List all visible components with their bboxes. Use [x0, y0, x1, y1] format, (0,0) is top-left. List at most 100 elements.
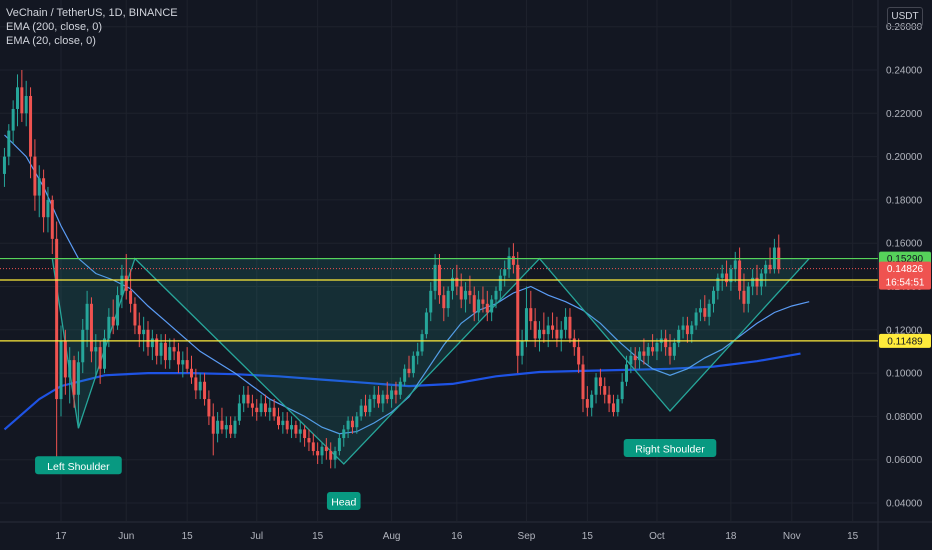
- candle-body: [137, 325, 141, 335]
- candle-body: [494, 290, 498, 300]
- candle-body: [698, 308, 702, 313]
- candle-body: [203, 381, 207, 400]
- candle-body: [559, 329, 563, 339]
- time-tick-label: Nov: [783, 531, 801, 542]
- price-tick-label: 0.24000: [886, 66, 923, 77]
- candle-body: [120, 275, 124, 296]
- price-tick-label: 0.26000: [886, 22, 923, 33]
- candle-body: [263, 403, 267, 413]
- price-tick-label: 0.18000: [886, 195, 923, 206]
- candle-body: [333, 451, 337, 460]
- candle-body: [272, 407, 276, 417]
- current-price-tag-bg: [879, 261, 931, 290]
- candle-body: [81, 329, 85, 363]
- pattern-label-bg: [35, 456, 122, 475]
- candle-body: [85, 303, 89, 330]
- ema20-legend[interactable]: EMA (20, close, 0): [6, 35, 96, 47]
- symbol-title[interactable]: VeChain / TetherUS, 1D, BINANCE: [6, 7, 178, 19]
- candle-body: [581, 364, 585, 400]
- candle-body: [629, 355, 633, 365]
- candle-body: [564, 316, 568, 330]
- candle-body: [311, 442, 315, 452]
- candle-body: [390, 390, 394, 400]
- candle-body: [246, 394, 250, 404]
- candle-body: [594, 377, 598, 395]
- candle-body: [485, 303, 489, 313]
- bar-countdown: 16:54:51: [886, 278, 925, 289]
- candle-body: [46, 199, 50, 218]
- candles-layer: [2, 70, 781, 471]
- price-tick-label: 0.06000: [886, 455, 923, 466]
- ema200-legend[interactable]: EMA (200, close, 0): [6, 21, 102, 33]
- candle-body: [42, 178, 46, 218]
- candle-body: [303, 429, 307, 439]
- candle-body: [403, 368, 407, 382]
- candle-body: [285, 420, 289, 430]
- candle-body: [590, 394, 594, 408]
- candle-body: [76, 362, 80, 395]
- candle-body: [729, 269, 733, 283]
- candle-body: [329, 451, 333, 460]
- candle-body: [655, 342, 659, 352]
- candle-body: [764, 264, 768, 274]
- time-tick-label: Jun: [118, 531, 134, 542]
- candle-body: [638, 351, 642, 361]
- currency-unit-badge[interactable]: USDT: [887, 7, 923, 27]
- price-tick-label: 0.22000: [886, 109, 923, 120]
- candle-body: [616, 399, 620, 413]
- candle-body: [337, 438, 341, 452]
- candle-body: [198, 381, 202, 391]
- candle-body: [607, 394, 611, 404]
- candle-body: [224, 425, 228, 430]
- time-tick-label: Aug: [383, 531, 401, 542]
- candle-body: [620, 381, 624, 400]
- candle-body: [690, 325, 694, 335]
- candle-body: [359, 405, 363, 417]
- candle-body: [211, 416, 215, 434]
- candle-body: [2, 156, 6, 174]
- candle-body: [738, 260, 742, 291]
- candle-body: [163, 342, 167, 361]
- candle-body: [24, 95, 28, 114]
- current-price-tag: 0.14826: [887, 264, 924, 275]
- pattern-label-bg: [326, 492, 361, 511]
- candle-body: [98, 347, 102, 369]
- chart-legend: VeChain / TetherUS, 1D, BINANCE EMA (200…: [6, 6, 178, 48]
- level-tag-support-yellow-bg: [879, 333, 931, 348]
- time-tick-label: 15: [582, 531, 594, 542]
- candle-body: [20, 87, 24, 114]
- candle-body: [37, 178, 41, 196]
- candle-body: [129, 290, 133, 304]
- candle-body: [320, 446, 324, 456]
- candle-body: [542, 329, 546, 335]
- candle-body: [459, 286, 463, 300]
- candle-body: [468, 290, 472, 296]
- candle-body: [11, 108, 15, 131]
- candle-body: [703, 308, 707, 317]
- candle-body: [342, 429, 346, 439]
- candle-body: [538, 329, 541, 339]
- price-tick-label: 0.08000: [886, 412, 923, 423]
- price-tick-label: 0.04000: [886, 499, 923, 510]
- candle-body: [346, 420, 350, 430]
- time-tick-label: 16: [451, 531, 463, 542]
- candle-body: [68, 360, 72, 378]
- time-axis[interactable]: 17 Jun 15 Jul 15 Aug 16 Sep 15 Oct 18 Nov 15: [55, 531, 858, 542]
- candle-body: [498, 275, 502, 291]
- candle-body: [677, 329, 681, 343]
- candle-body: [707, 303, 711, 317]
- price-tick-label: 0.12000: [886, 325, 923, 336]
- candle-body: [477, 299, 481, 313]
- candle-body: [429, 290, 433, 313]
- candle-body: [190, 368, 193, 378]
- candle-body: [712, 290, 715, 304]
- candle-body: [255, 407, 259, 413]
- candle-body: [672, 342, 676, 356]
- candle-body: [385, 394, 389, 400]
- candle-body: [451, 277, 454, 291]
- candle-body: [368, 399, 372, 413]
- candle-body: [507, 256, 511, 270]
- price-levels-layer: [0, 257, 878, 342]
- candle-body: [94, 347, 98, 352]
